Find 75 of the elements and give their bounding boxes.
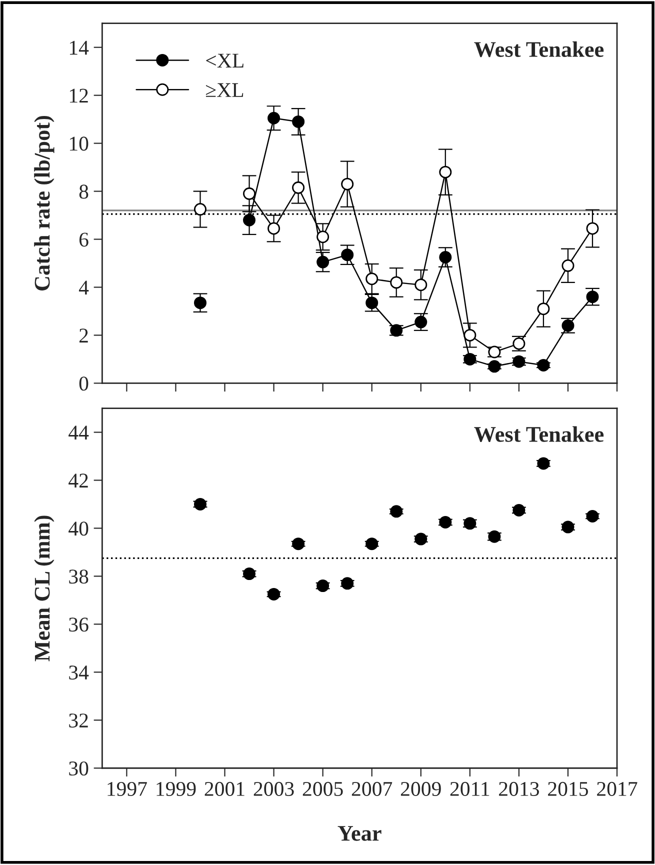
point	[512, 355, 526, 368]
point	[268, 588, 280, 600]
point	[562, 259, 574, 272]
point	[292, 115, 305, 128]
point	[243, 214, 256, 226]
point	[243, 568, 256, 580]
annotation: West Tenakee	[474, 426, 604, 442]
point	[439, 166, 452, 178]
legend-label: ≥XL	[206, 83, 244, 97]
point	[292, 181, 305, 194]
y-tick-label: 2	[79, 328, 88, 342]
x-tick-label: 2005	[302, 782, 343, 796]
point	[366, 272, 378, 286]
x-tick-label: 2009	[400, 782, 441, 796]
point	[390, 276, 403, 289]
point	[439, 251, 452, 264]
point	[537, 358, 550, 372]
point	[316, 230, 330, 244]
point	[366, 296, 378, 310]
point	[341, 178, 354, 190]
point	[464, 328, 476, 342]
y-tick-label: 12	[70, 88, 88, 103]
annotation: West Tenakee	[474, 41, 604, 58]
point	[268, 112, 280, 124]
point	[414, 532, 428, 546]
y-tick-label: 8	[79, 184, 88, 199]
point	[537, 457, 550, 470]
y-axis-title: Mean CL (mm)	[34, 516, 54, 662]
y-tick-label: 10	[70, 136, 88, 151]
y-tick-label: 0	[79, 376, 88, 391]
point	[586, 510, 599, 522]
y-tick-label: 38	[69, 570, 88, 584]
point	[537, 302, 550, 316]
y-tick-label: 42	[68, 474, 88, 488]
point	[439, 516, 452, 528]
point	[316, 580, 330, 592]
point	[464, 352, 476, 366]
y-axis-title: Catch rate (lb/pot)	[34, 116, 54, 290]
point	[194, 203, 206, 216]
y-tick-label: 4	[78, 280, 89, 294]
point	[243, 187, 256, 200]
point	[586, 290, 599, 304]
point	[341, 248, 354, 262]
point	[488, 360, 501, 373]
point	[341, 577, 354, 590]
point	[366, 538, 378, 550]
point	[194, 296, 206, 310]
y-tick-label: 32	[69, 714, 88, 728]
y-tick-label: 44	[68, 426, 89, 440]
point	[316, 256, 330, 268]
x-tick-label: 2011	[450, 782, 490, 796]
point	[194, 498, 206, 510]
x-tick-label: 2017	[597, 782, 638, 796]
point	[414, 278, 428, 292]
x-tick-label: 2003	[254, 782, 294, 796]
point	[292, 538, 305, 550]
legend-label: <XL	[206, 54, 244, 68]
x-tick-label: 2001	[204, 782, 244, 796]
point	[512, 504, 526, 516]
y-tick-label: 30	[69, 761, 88, 776]
y-tick-label: 6	[79, 232, 88, 247]
y-tick-label: 14	[70, 40, 89, 55]
x-tick-label: 1997	[108, 782, 147, 796]
x-tick-label: 1999	[156, 782, 196, 796]
x-axis-title: Year	[338, 826, 382, 841]
y-tick-label: 36	[69, 618, 88, 632]
point	[390, 505, 403, 518]
point	[562, 520, 574, 534]
y-tick-label: 34	[69, 666, 89, 680]
point	[586, 222, 599, 235]
x-tick-label: 2007	[352, 782, 392, 796]
x-tick-label: 2013	[499, 782, 539, 796]
x-tick-label: 2015	[548, 782, 588, 796]
point	[268, 222, 280, 235]
y-tick-label: 40	[68, 522, 88, 536]
